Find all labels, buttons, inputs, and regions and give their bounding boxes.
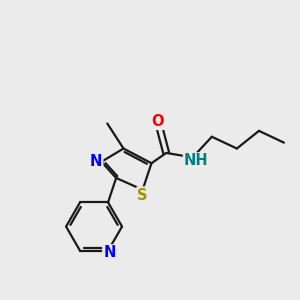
Text: N: N	[90, 154, 102, 169]
Text: N: N	[103, 245, 116, 260]
Text: O: O	[151, 114, 164, 129]
Text: S: S	[137, 188, 148, 202]
Text: NH: NH	[184, 153, 208, 168]
